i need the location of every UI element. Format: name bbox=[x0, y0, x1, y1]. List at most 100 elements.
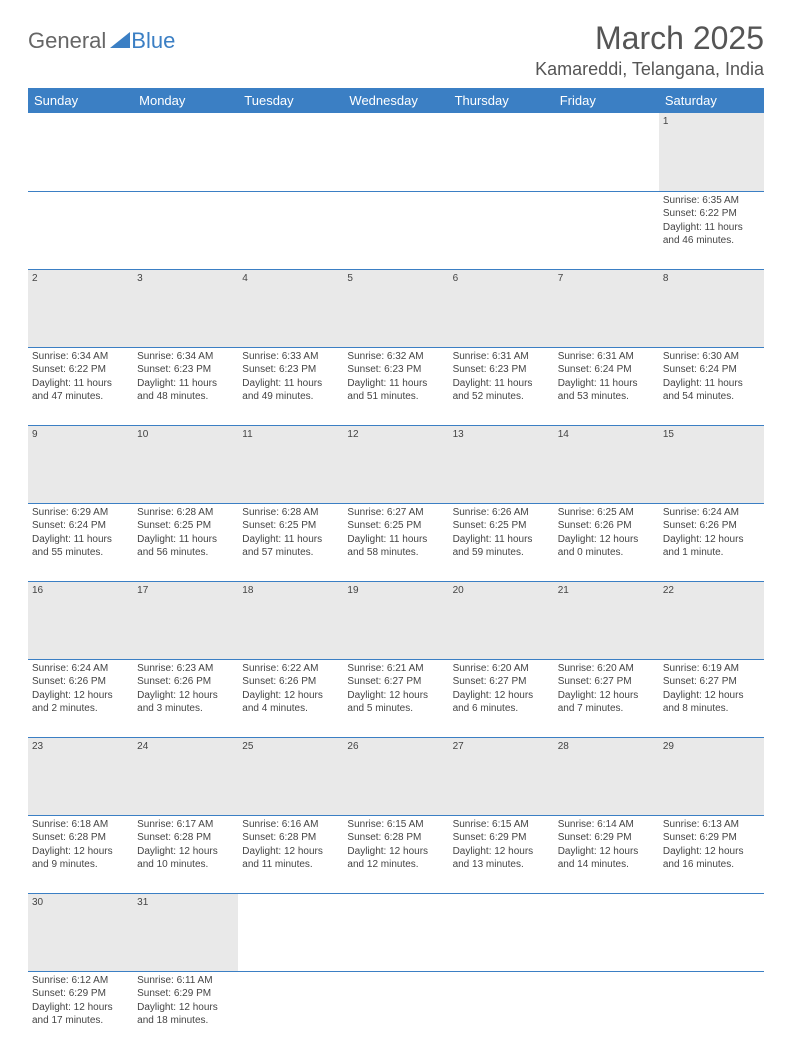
day-number-row: 23242526272829 bbox=[28, 737, 764, 815]
daylight-line: Daylight: 12 hours and 12 minutes. bbox=[347, 845, 444, 872]
day-number-cell: 4 bbox=[238, 269, 343, 347]
week-row: Sunrise: 6:29 AMSunset: 6:24 PM Daylight:… bbox=[28, 503, 764, 581]
daylight-line: Daylight: 12 hours and 18 minutes. bbox=[137, 1001, 234, 1028]
sunset-line: Sunset: 6:26 PM bbox=[663, 519, 760, 533]
day-number-row: 16171819202122 bbox=[28, 581, 764, 659]
day-number-cell: 25 bbox=[238, 737, 343, 815]
sunset-line: Sunset: 6:28 PM bbox=[347, 831, 444, 845]
sunrise-line: Sunrise: 6:17 AM bbox=[137, 818, 234, 832]
sunset-line: Sunset: 6:27 PM bbox=[347, 675, 444, 689]
day-cell: Sunrise: 6:17 AMSunset: 6:28 PMDaylight:… bbox=[133, 815, 238, 893]
sunrise-line: Sunrise: 6:25 AM bbox=[558, 506, 655, 520]
day-number-cell bbox=[343, 893, 448, 971]
header: General Blue March 2025 Kamareddi, Telan… bbox=[28, 20, 764, 80]
daylight-line: Daylight: 12 hours and 5 minutes. bbox=[347, 689, 444, 716]
sunrise-line: Sunrise: 6:20 AM bbox=[558, 662, 655, 676]
sunset-line: Sunset: 6:27 PM bbox=[558, 675, 655, 689]
day-cell: Sunrise: 6:16 AMSunset: 6:28 PMDaylight:… bbox=[238, 815, 343, 893]
day-number-cell: 8 bbox=[659, 269, 764, 347]
day-number-cell bbox=[449, 113, 554, 191]
day-number-cell bbox=[238, 113, 343, 191]
sunrise-line: Sunrise: 6:15 AM bbox=[347, 818, 444, 832]
day-number-cell bbox=[449, 893, 554, 971]
daylight-line: Daylight: 12 hours and 7 minutes. bbox=[558, 689, 655, 716]
day-number-cell: 7 bbox=[554, 269, 659, 347]
day-number-cell: 24 bbox=[133, 737, 238, 815]
sunset-line: Sunset: 6:26 PM bbox=[242, 675, 339, 689]
sunrise-line: Sunrise: 6:32 AM bbox=[347, 350, 444, 364]
day-number-cell bbox=[554, 113, 659, 191]
sunrise-line: Sunrise: 6:18 AM bbox=[32, 818, 129, 832]
day-cell: Sunrise: 6:25 AMSunset: 6:26 PMDaylight:… bbox=[554, 503, 659, 581]
day-number-cell: 31 bbox=[133, 893, 238, 971]
day-number-cell: 11 bbox=[238, 425, 343, 503]
day-number-cell bbox=[133, 113, 238, 191]
sunrise-line: Sunrise: 6:28 AM bbox=[242, 506, 339, 520]
week-row: Sunrise: 6:34 AMSunset: 6:22 PMDaylight:… bbox=[28, 347, 764, 425]
sunrise-line: Sunrise: 6:23 AM bbox=[137, 662, 234, 676]
daylight-line: Daylight: 11 hours and 52 minutes. bbox=[453, 377, 550, 404]
day-number-row: 2345678 bbox=[28, 269, 764, 347]
sunrise-line: Sunrise: 6:13 AM bbox=[663, 818, 760, 832]
sunrise-line: Sunrise: 6:12 AM bbox=[32, 974, 129, 988]
day-number-cell: 1 bbox=[659, 113, 764, 191]
day-number-cell: 5 bbox=[343, 269, 448, 347]
sunset-line: Sunset: 6:23 PM bbox=[242, 363, 339, 377]
day-cell bbox=[238, 191, 343, 269]
sunset-line: Sunset: 6:29 PM bbox=[558, 831, 655, 845]
day-header-row: Sunday Monday Tuesday Wednesday Thursday… bbox=[28, 88, 764, 113]
day-cell: Sunrise: 6:34 AMSunset: 6:22 PMDaylight:… bbox=[28, 347, 133, 425]
daylight-line: Daylight: 11 hours and 47 minutes. bbox=[32, 377, 129, 404]
daylight-line: Daylight: 12 hours and 11 minutes. bbox=[242, 845, 339, 872]
day-number-row: 9101112131415 bbox=[28, 425, 764, 503]
month-title: March 2025 bbox=[535, 20, 764, 57]
daylight-line: Daylight: 12 hours and 0 minutes. bbox=[558, 533, 655, 560]
sunrise-line: Sunrise: 6:14 AM bbox=[558, 818, 655, 832]
daylight-line: Daylight: 11 hours and 54 minutes. bbox=[663, 377, 760, 404]
day-number-cell: 17 bbox=[133, 581, 238, 659]
day-cell bbox=[133, 191, 238, 269]
logo-text-blue: Blue bbox=[131, 28, 175, 54]
day-cell: Sunrise: 6:13 AMSunset: 6:29 PMDaylight:… bbox=[659, 815, 764, 893]
week-row: Sunrise: 6:18 AMSunset: 6:28 PMDaylight:… bbox=[28, 815, 764, 893]
sunset-line: Sunset: 6:26 PM bbox=[558, 519, 655, 533]
daylight-line: Daylight: 12 hours and 2 minutes. bbox=[32, 689, 129, 716]
day-number-cell: 15 bbox=[659, 425, 764, 503]
daylight-line: Daylight: 11 hours and 57 minutes. bbox=[242, 533, 339, 560]
day-cell: Sunrise: 6:34 AMSunset: 6:23 PMDaylight:… bbox=[133, 347, 238, 425]
daylight-line: Daylight: 12 hours and 9 minutes. bbox=[32, 845, 129, 872]
day-cell: Sunrise: 6:30 AMSunset: 6:24 PMDaylight:… bbox=[659, 347, 764, 425]
day-number-cell: 14 bbox=[554, 425, 659, 503]
sunset-line: Sunset: 6:24 PM bbox=[663, 363, 760, 377]
sunrise-line: Sunrise: 6:16 AM bbox=[242, 818, 339, 832]
day-header: Thursday bbox=[449, 88, 554, 113]
daylight-line: Daylight: 12 hours and 8 minutes. bbox=[663, 689, 760, 716]
day-number-cell bbox=[238, 893, 343, 971]
day-cell: Sunrise: 6:31 AMSunset: 6:23 PMDaylight:… bbox=[449, 347, 554, 425]
day-number-cell: 10 bbox=[133, 425, 238, 503]
sunrise-line: Sunrise: 6:21 AM bbox=[347, 662, 444, 676]
day-number-cell: 18 bbox=[238, 581, 343, 659]
day-cell bbox=[28, 191, 133, 269]
day-header: Monday bbox=[133, 88, 238, 113]
sunset-line: Sunset: 6:22 PM bbox=[32, 363, 129, 377]
sunrise-line: Sunrise: 6:22 AM bbox=[242, 662, 339, 676]
sunset-line: Sunset: 6:24 PM bbox=[32, 519, 129, 533]
day-number-cell: 20 bbox=[449, 581, 554, 659]
day-cell: Sunrise: 6:22 AMSunset: 6:26 PMDaylight:… bbox=[238, 659, 343, 737]
sunrise-line: Sunrise: 6:20 AM bbox=[453, 662, 550, 676]
sunset-line: Sunset: 6:23 PM bbox=[137, 363, 234, 377]
daylight-line: Daylight: 11 hours and 59 minutes. bbox=[453, 533, 550, 560]
day-number-cell bbox=[28, 113, 133, 191]
day-header: Wednesday bbox=[343, 88, 448, 113]
daylight-line: Daylight: 11 hours and 51 minutes. bbox=[347, 377, 444, 404]
sunset-line: Sunset: 6:29 PM bbox=[137, 987, 234, 1001]
day-cell: Sunrise: 6:12 AMSunset: 6:29 PMDaylight:… bbox=[28, 971, 133, 1049]
sunrise-line: Sunrise: 6:30 AM bbox=[663, 350, 760, 364]
sunrise-line: Sunrise: 6:31 AM bbox=[558, 350, 655, 364]
day-cell bbox=[659, 971, 764, 1049]
sunrise-line: Sunrise: 6:29 AM bbox=[32, 506, 129, 520]
day-cell: Sunrise: 6:15 AMSunset: 6:28 PMDaylight:… bbox=[343, 815, 448, 893]
day-number-row: 3031 bbox=[28, 893, 764, 971]
day-cell: Sunrise: 6:11 AMSunset: 6:29 PMDaylight:… bbox=[133, 971, 238, 1049]
